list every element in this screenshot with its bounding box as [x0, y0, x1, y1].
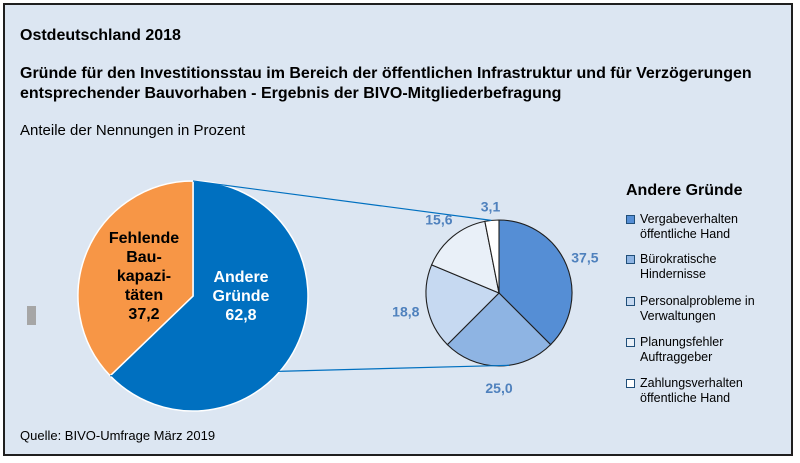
legend-label: Vergabeverhalten: [640, 212, 738, 226]
legend-item-2: Bürokratische Hindernisse: [626, 252, 716, 282]
chart-title-line-2: entsprechender Bauvorhaben - Ergebnis de…: [20, 85, 562, 102]
legend-label: Personalprobleme in: [640, 294, 755, 308]
detail-pie-value-4: 15,6: [425, 211, 452, 227]
legend-label: Planungsfehler: [640, 335, 724, 349]
legend-label: Bürokratische: [640, 252, 717, 266]
legend-label: Verwaltungen: [640, 309, 716, 323]
detail-pie-slice-3: [425, 264, 500, 346]
detail-pie-slice-4: [430, 220, 500, 294]
detail-pie-value-2: 25,0: [485, 380, 512, 396]
source-note: Quelle: BIVO-Umfrage März 2019: [20, 428, 216, 443]
legend-label: öffentliche Hand: [640, 227, 731, 241]
legend-swatch: [626, 297, 635, 306]
legend-swatch: [626, 255, 635, 264]
legend-label: Hindernisse: [640, 267, 707, 281]
gray-marker: [27, 306, 36, 325]
detail-pie-value-5: 3,1: [481, 198, 501, 214]
chart-title-line-1: Gründe für den Investitionsstau im Berei…: [20, 65, 752, 82]
legend-item-4: Planungsfehler Auftraggeber: [626, 335, 723, 365]
detail-pie-slice-1: [498, 219, 573, 346]
main-pie-label-2: Fehlende Bau-kapazi-täten 37,2: [109, 230, 179, 323]
connector-line-bottom: [110, 364, 510, 377]
main-pie-slice-1: [109, 180, 309, 412]
connector-line-top: [192, 180, 492, 221]
main-pie-label-1: Andere Gründe 62,8: [213, 269, 270, 324]
legend-swatch: [626, 338, 635, 347]
detail-pie-value-3: 18,8: [392, 303, 419, 319]
legend-item-3: Personalprobleme in Verwaltungen: [626, 294, 755, 324]
legend-item-1: Vergabeverhalten öffentliche Hand: [626, 212, 738, 242]
chart-subtitle: Anteile der Nennungen in Prozent: [20, 122, 246, 139]
legend-swatch: [626, 379, 635, 388]
legend-label: Auftraggeber: [640, 350, 713, 364]
detail-pie-value-1: 37,5: [571, 249, 598, 265]
legend-label: Zahlungsverhalten: [640, 376, 743, 390]
region-label: Ostdeutschland 2018: [20, 27, 181, 44]
detail-pie-slice-5: [484, 219, 500, 294]
main-pie-slice-2: [77, 180, 194, 377]
chart-title: Gründe für den Investitionsstau im Berei…: [20, 64, 752, 104]
legend-swatch: [626, 215, 635, 224]
legend-item-5: Zahlungsverhalten öffentliche Hand: [626, 376, 743, 406]
legend-label: öffentliche Hand: [640, 391, 731, 405]
legend-title: Andere Gründe: [626, 182, 743, 199]
